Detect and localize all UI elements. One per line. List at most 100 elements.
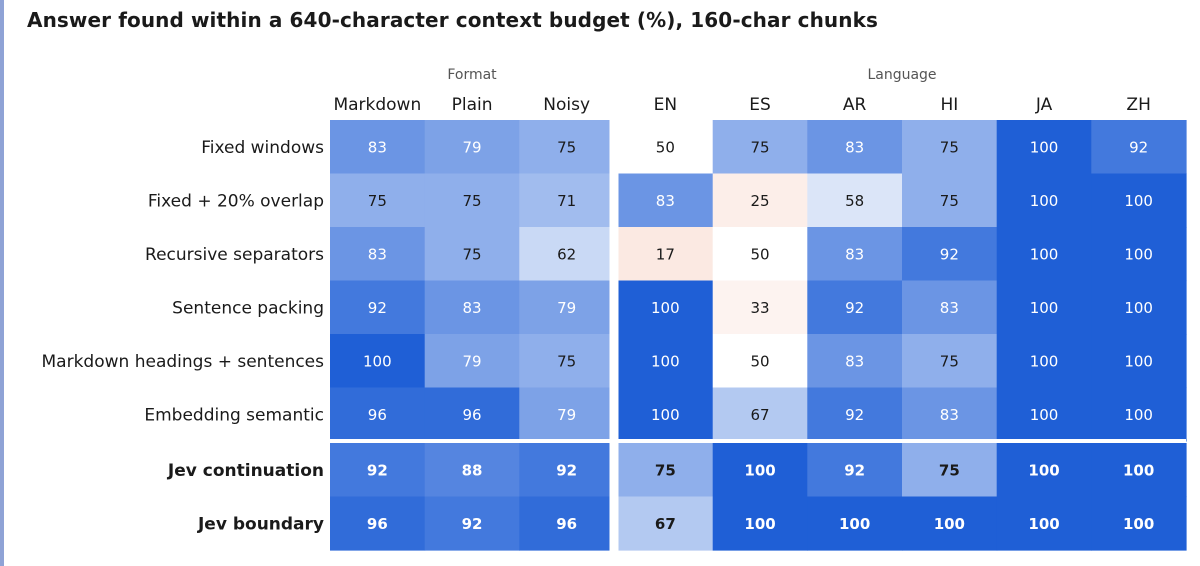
column-group-label: Language [867, 67, 936, 83]
cell-value-label: 75 [463, 245, 482, 263]
group-separator [609, 116, 619, 552]
heatmap-cell [424, 443, 520, 498]
cell-value-label: 100 [934, 515, 965, 533]
heatmap-cell [996, 334, 1092, 389]
heatmap-cell [712, 387, 808, 442]
cell-value-label: 67 [655, 515, 676, 533]
heatmap-cell [807, 334, 903, 389]
cell-value-label: 96 [367, 515, 388, 533]
row-label: Jev continuation [167, 461, 324, 481]
cell-value-label: 100 [1028, 515, 1059, 533]
cell-value-label: 83 [368, 245, 387, 263]
cell-value-label: 75 [751, 138, 770, 156]
cell-value-label: 75 [939, 461, 960, 479]
heatmap-cell [902, 120, 998, 175]
heatmap-cell [807, 173, 903, 228]
heatmap-cell [712, 227, 808, 282]
cell-value-label: 50 [751, 245, 770, 263]
heatmap-cell [424, 496, 520, 551]
heatmap-cell [807, 387, 903, 442]
cell-value-label: 100 [651, 352, 680, 370]
cell-value-label: 58 [845, 192, 864, 210]
cell-value-label: 100 [1124, 352, 1153, 370]
cell-value-label: 92 [556, 461, 577, 479]
cell-value-label: 50 [656, 138, 675, 156]
heatmap-cell [1091, 443, 1187, 498]
heatmap-cell [712, 334, 808, 389]
heatmap-cell [424, 280, 520, 335]
heatmap-cell [519, 280, 615, 335]
heatmap-cell [330, 387, 426, 442]
cell-value-label: 96 [368, 406, 387, 424]
heatmap-cell [807, 120, 903, 175]
chart-title: Answer found within a 640-character cont… [27, 8, 879, 32]
heatmap-cell [519, 227, 615, 282]
cell-value-label: 75 [655, 461, 676, 479]
heatmap-cell [330, 227, 426, 282]
heatmap-cell [712, 496, 808, 551]
cell-value-label: 100 [1030, 352, 1059, 370]
heatmap-cell [996, 496, 1092, 551]
cell-value-label: 75 [557, 138, 576, 156]
cell-value-label: 100 [1030, 406, 1059, 424]
cell-value-label: 92 [1129, 138, 1148, 156]
cell-value-label: 83 [845, 245, 864, 263]
row-separator [326, 439, 1186, 443]
cell-value-label: 83 [845, 138, 864, 156]
heatmap-cell [330, 443, 426, 498]
cell-value-label: 100 [1124, 192, 1153, 210]
cell-value-label: 100 [744, 515, 775, 533]
heatmap-cell [902, 443, 998, 498]
heatmap-cell [330, 120, 426, 175]
column-group-label: Format [447, 67, 497, 83]
cell-value-label: 100 [1028, 461, 1059, 479]
heatmap-cell [902, 334, 998, 389]
heatmap-cell [330, 496, 426, 551]
heatmap-cell [712, 280, 808, 335]
heatmap-cell [996, 173, 1092, 228]
heatmap-cell [330, 173, 426, 228]
heatmap-cell [996, 227, 1092, 282]
heatmap-cell [519, 173, 615, 228]
cell-value-label: 79 [463, 138, 482, 156]
row-label: Fixed windows [201, 138, 324, 158]
heatmap-cell [712, 443, 808, 498]
heatmap-cell [424, 334, 520, 389]
column-label: Noisy [543, 95, 590, 115]
cell-value-label: 75 [368, 192, 387, 210]
column-label: Markdown [333, 95, 421, 115]
row-label: Sentence packing [172, 298, 324, 318]
heatmap-cell [1091, 334, 1187, 389]
cell-value-label: 83 [368, 138, 387, 156]
heatmap-cell [618, 387, 714, 442]
cell-value-label: 100 [1030, 192, 1059, 210]
heatmap-cell [618, 496, 714, 551]
heatmap-cell [424, 387, 520, 442]
heatmap-cell [1091, 387, 1187, 442]
heatmap-cell [807, 280, 903, 335]
heatmap-cell [902, 227, 998, 282]
cell-value-label: 75 [557, 352, 576, 370]
heatmap-cell [424, 173, 520, 228]
column-label: JA [1035, 95, 1053, 115]
row-label: Fixed + 20% overlap [148, 191, 324, 211]
cell-value-label: 100 [839, 515, 870, 533]
heatmap-cell [996, 443, 1092, 498]
heatmap-cell [807, 443, 903, 498]
heatmap-cell [712, 173, 808, 228]
heatmap-cell [330, 334, 426, 389]
heatmap-cell [519, 334, 615, 389]
row-label: Jev boundary [197, 514, 324, 534]
cell-value-label: 79 [557, 299, 576, 317]
cell-value-label: 75 [463, 192, 482, 210]
cell-value-label: 25 [751, 192, 770, 210]
heatmap-cell [1091, 173, 1187, 228]
heatmap-cell [902, 387, 998, 442]
column-label: HI [940, 95, 958, 115]
cell-value-label: 96 [463, 406, 482, 424]
cell-value-label: 33 [751, 299, 770, 317]
cell-value-label: 100 [1123, 461, 1154, 479]
cell-value-label: 100 [1030, 245, 1059, 263]
row-label: Markdown headings + sentences [42, 352, 325, 372]
heatmap-cell [618, 443, 714, 498]
